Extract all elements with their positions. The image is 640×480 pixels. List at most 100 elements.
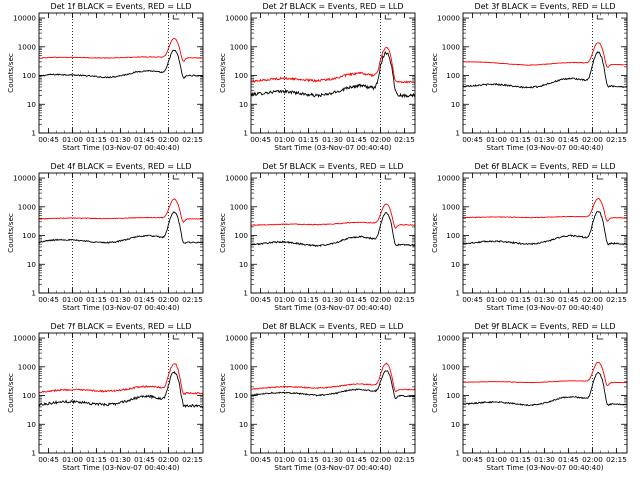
x-tick-label: 02:15 <box>182 135 203 144</box>
y-tick-label: 1 <box>455 289 460 298</box>
x-tick-label: 02:00 <box>370 455 391 464</box>
y-tick-label: 100 <box>22 231 36 240</box>
y-tick-label: 10000 <box>437 174 460 183</box>
x-tick-label: 00:45 <box>250 135 271 144</box>
x-tick-label: 01:45 <box>134 135 155 144</box>
panel-det-4: Det 4f BLACK = Events, RED = LLD Counts/s… <box>6 162 204 312</box>
x-axis-label: Start Time (03-Nov-07 00:40:40) <box>274 143 391 152</box>
series-lld-line <box>250 203 416 229</box>
y-axis-label: Counts/sec <box>218 213 227 253</box>
x-tick-label: 02:00 <box>582 455 603 464</box>
y-tick-label: 100 <box>22 71 36 80</box>
x-tick-label: 01:00 <box>274 135 295 144</box>
x-tick-label: 01:15 <box>510 295 531 304</box>
y-tick-label: 1 <box>455 449 460 458</box>
y-tick-label: 100 <box>234 391 248 400</box>
x-tick-label: 02:15 <box>606 295 627 304</box>
y-tick-label: 10000 <box>13 334 36 343</box>
x-axis-label: Start Time (03-Nov-07 00:40:40) <box>486 463 603 472</box>
x-tick-label: 01:15 <box>510 135 531 144</box>
y-tick-label: 1000 <box>442 202 461 211</box>
y-tick-label: 1 <box>243 129 248 138</box>
y-tick-label: 10 <box>451 420 461 429</box>
y-tick-label: 10000 <box>437 334 460 343</box>
y-tick-label: 10 <box>239 420 249 429</box>
x-axis-label: Start Time (03-Nov-07 00:40:40) <box>62 143 179 152</box>
panel-title: Det 2f BLACK = Events, RED = LLD <box>262 2 403 11</box>
plot-frame <box>38 12 204 134</box>
series-events-line <box>462 51 628 89</box>
x-tick-label: 01:15 <box>510 455 531 464</box>
y-tick-label: 10000 <box>225 174 248 183</box>
x-tick-label: 02:00 <box>370 295 391 304</box>
y-axis-label: Counts/sec <box>6 213 15 253</box>
x-tick-label: 00:45 <box>250 455 271 464</box>
x-tick-label: 01:30 <box>534 295 555 304</box>
panel-det-1: Det 1f BLACK = Events, RED = LLD Counts/s… <box>6 2 204 152</box>
y-tick-label: 1 <box>243 289 248 298</box>
x-tick-label: 02:00 <box>370 135 391 144</box>
time-bracket <box>596 175 604 180</box>
time-bracket <box>596 335 604 340</box>
x-tick-label: 01:30 <box>110 455 131 464</box>
series-events-line <box>38 49 204 79</box>
y-tick-label: 100 <box>446 71 460 80</box>
x-tick-label: 01:00 <box>62 135 83 144</box>
x-tick-label: 01:00 <box>274 295 295 304</box>
x-axis-label: Start Time (03-Nov-07 00:40:40) <box>62 463 179 472</box>
series-lld-line <box>38 37 204 62</box>
x-tick-label: 02:15 <box>606 455 627 464</box>
x-tick-label: 01:45 <box>558 135 579 144</box>
plot-frame <box>250 12 416 134</box>
series-events-line <box>250 212 416 248</box>
x-tick-label: 00:45 <box>38 295 59 304</box>
x-tick-label: 01:45 <box>346 455 367 464</box>
y-tick-label: 1000 <box>18 202 37 211</box>
panel-title: Det 4f BLACK = Events, RED = LLD <box>50 162 191 171</box>
x-tick-label: 02:15 <box>394 135 415 144</box>
y-axis-label: Counts/sec <box>218 53 227 93</box>
time-bracket <box>384 15 392 20</box>
y-tick-label: 10 <box>239 260 249 269</box>
x-tick-label: 01:45 <box>134 455 155 464</box>
y-tick-label: 1000 <box>442 362 461 371</box>
series-events-line <box>462 211 628 246</box>
plot-frame <box>462 172 628 294</box>
y-tick-label: 1000 <box>230 202 249 211</box>
y-tick-label: 1 <box>31 449 36 458</box>
panel-title: Det 7f BLACK = Events, RED = LLD <box>50 322 191 331</box>
series-events-line <box>250 370 416 399</box>
x-tick-label: 02:00 <box>158 135 179 144</box>
x-tick-label: 00:45 <box>462 455 483 464</box>
series-lld-line <box>463 42 628 68</box>
panel-det-7: Det 7f BLACK = Events, RED = LLD Counts/s… <box>6 322 204 472</box>
x-tick-label: 01:00 <box>486 135 507 144</box>
y-axis-label: Counts/sec <box>430 213 439 253</box>
panel-title: Det 9f BLACK = Events, RED = LLD <box>474 322 615 331</box>
panel-title: Det 8f BLACK = Events, RED = LLD <box>262 322 403 331</box>
series-lld-line <box>250 46 416 84</box>
time-bracket <box>596 15 604 20</box>
panel-title: Det 5f BLACK = Events, RED = LLD <box>262 162 403 171</box>
x-tick-label: 01:15 <box>86 455 107 464</box>
y-tick-label: 100 <box>446 231 460 240</box>
x-tick-label: 02:15 <box>182 295 203 304</box>
y-tick-label: 10 <box>451 260 461 269</box>
y-tick-label: 1 <box>455 129 460 138</box>
series-lld-line <box>38 363 204 396</box>
plot-frame <box>38 332 204 454</box>
x-tick-label: 00:45 <box>462 295 483 304</box>
y-tick-label: 10000 <box>437 14 460 23</box>
x-axis-label: Start Time (03-Nov-07 00:40:40) <box>274 303 391 312</box>
panel-title: Det 1f BLACK = Events, RED = LLD <box>50 2 191 11</box>
y-axis-label: Counts/sec <box>430 53 439 93</box>
time-bracket <box>172 15 180 20</box>
panel-title: Det 6f BLACK = Events, RED = LLD <box>474 162 615 171</box>
y-tick-label: 1 <box>31 289 36 298</box>
panel-det-9: Det 9f BLACK = Events, RED = LLD Counts/s… <box>430 322 628 472</box>
x-tick-label: 01:00 <box>486 295 507 304</box>
x-tick-label: 01:30 <box>534 135 555 144</box>
x-tick-label: 01:30 <box>110 135 131 144</box>
y-tick-label: 1000 <box>230 362 249 371</box>
x-tick-label: 01:00 <box>274 455 295 464</box>
